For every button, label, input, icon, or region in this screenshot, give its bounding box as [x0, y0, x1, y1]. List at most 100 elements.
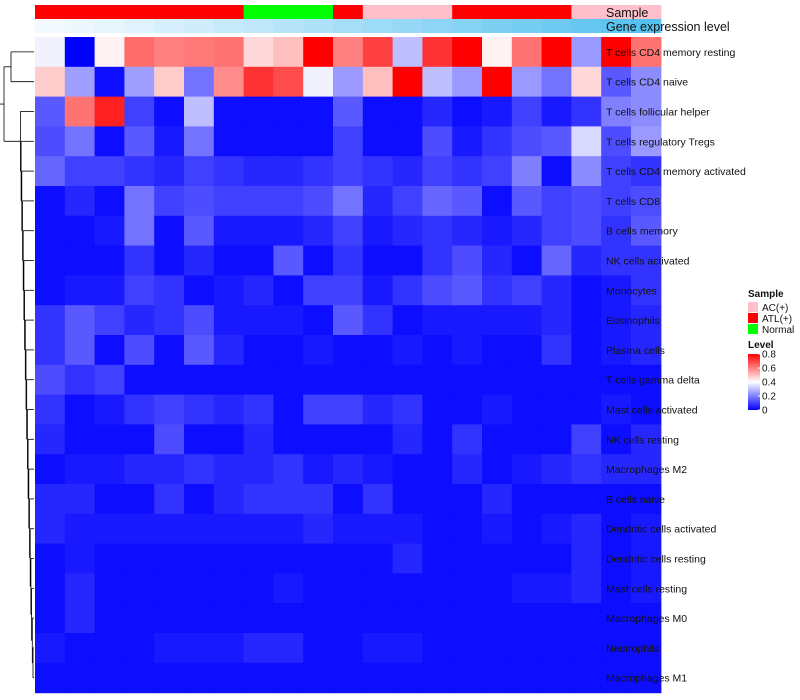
heatmap-cell	[94, 156, 125, 187]
heatmap-cell	[213, 156, 245, 187]
heatmap-cell	[94, 603, 125, 634]
heatmap-cell	[333, 275, 364, 306]
heatmap-cell	[333, 364, 364, 396]
heatmap-cell	[362, 245, 394, 276]
heatmap-cell	[362, 573, 394, 604]
heatmap-cell	[571, 543, 602, 574]
heatmap-cell	[213, 66, 245, 98]
heatmap-cell	[184, 424, 215, 455]
heatmap-cell	[511, 513, 543, 545]
heatmap-cell	[511, 394, 543, 425]
heatmap-cell	[601, 454, 632, 485]
heatmap-cell	[154, 126, 185, 157]
heatmap-cell	[273, 245, 304, 276]
heatmap-cell	[273, 215, 304, 247]
heatmap-cell	[601, 126, 632, 157]
heatmap-cell	[362, 603, 394, 634]
heatmap-cell	[482, 573, 513, 604]
heatmap-cell	[452, 156, 483, 187]
heatmap-cell	[422, 424, 453, 455]
heatmap-cell	[452, 37, 483, 68]
heatmap-cell	[213, 454, 245, 485]
heatmap-cell	[124, 215, 155, 247]
heatmap-cell	[184, 66, 215, 98]
legend-tick-label: 0.8	[762, 350, 776, 361]
heatmap-cell	[35, 37, 66, 68]
heatmap-cell	[452, 513, 483, 545]
heatmap-cell	[422, 603, 453, 634]
heatmap-cell	[571, 603, 602, 634]
heatmap-cell	[303, 215, 334, 247]
heatmap-cell	[243, 305, 274, 336]
heatmap-cell	[333, 156, 364, 187]
heatmap-cell	[243, 543, 274, 574]
heatmap-cell	[273, 305, 304, 336]
row-label: Eosinophils	[606, 315, 660, 327]
heatmap-cell	[541, 424, 572, 455]
expression-annotation-cell	[303, 19, 334, 33]
heatmap-cell	[601, 37, 632, 68]
heatmap-cell	[392, 126, 423, 157]
heatmap-cell	[35, 364, 66, 396]
heatmap-cell	[243, 573, 274, 604]
heatmap-cell	[303, 245, 334, 276]
heatmap-cell	[422, 126, 453, 157]
row-label: NK cells activated	[606, 256, 690, 268]
heatmap-cell	[303, 543, 334, 574]
heatmap-cell	[273, 394, 304, 425]
heatmap-cell	[482, 245, 513, 276]
heatmap-cell	[571, 364, 602, 396]
heatmap-cell	[541, 662, 572, 694]
heatmap-cell	[243, 275, 274, 306]
heatmap-cell	[213, 364, 245, 396]
heatmap-cell	[392, 156, 423, 187]
heatmap-cell	[631, 126, 662, 157]
heatmap-cell	[303, 186, 334, 217]
heatmap-cell	[213, 633, 245, 664]
heatmap-cell	[64, 96, 96, 127]
heatmap-cell	[333, 573, 364, 604]
heatmap-cell	[124, 335, 155, 366]
heatmap-cell	[422, 66, 453, 98]
heatmap-cell	[94, 424, 125, 455]
heatmap-cell	[482, 305, 513, 336]
heatmap-cell	[184, 603, 215, 634]
heatmap-cell	[154, 364, 185, 396]
heatmap-cell	[631, 484, 662, 515]
heatmap-cell	[94, 96, 125, 127]
heatmap-cell	[184, 454, 215, 485]
heatmap-cell	[154, 66, 185, 98]
heatmap-cell	[541, 126, 572, 157]
heatmap-cell	[35, 215, 66, 247]
heatmap-cell	[571, 156, 602, 187]
heatmap-cell	[511, 275, 543, 306]
heatmap-cell	[273, 543, 304, 574]
heatmap-cell	[184, 305, 215, 336]
heatmap-cell	[511, 156, 543, 187]
row-label: B cells naive	[606, 494, 665, 506]
heatmap-cell	[35, 305, 66, 336]
heatmap-cell	[511, 424, 543, 455]
heatmap-cell	[303, 424, 334, 455]
heatmap-cell	[243, 215, 274, 247]
heatmap-cell	[482, 513, 513, 545]
row-label: Macrophages M2	[606, 464, 687, 476]
heatmap-cell	[571, 335, 602, 366]
heatmap-cell	[243, 245, 274, 276]
heatmap-cell	[601, 424, 632, 455]
heatmap-cell	[124, 66, 155, 98]
heatmap-cell	[184, 543, 215, 574]
heatmap-cell	[64, 513, 96, 545]
heatmap-cell	[422, 543, 453, 574]
heatmap-cell	[541, 96, 572, 127]
heatmap-cell	[601, 513, 632, 545]
row-label: T cells regulatory Tregs	[606, 136, 715, 148]
heatmap-cell	[571, 573, 602, 604]
heatmap-cell	[154, 245, 185, 276]
heatmap-cell	[601, 543, 632, 574]
legend-sample-title: Sample	[748, 289, 784, 300]
heatmap-cell	[631, 543, 662, 574]
heatmap-cell	[541, 633, 572, 664]
